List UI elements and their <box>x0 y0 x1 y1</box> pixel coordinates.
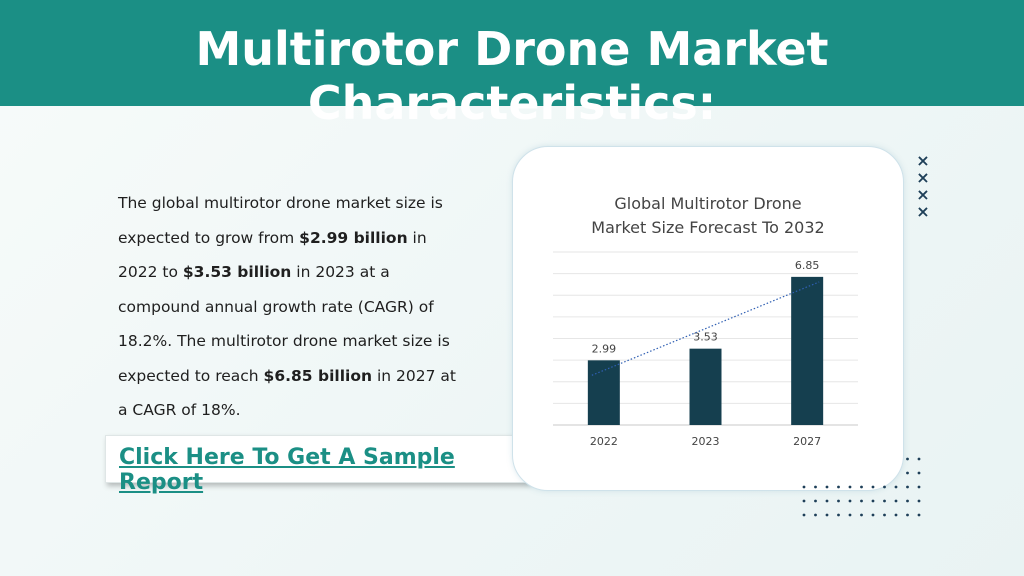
body-text-segment: in 2023 at a compound annual growth rate… <box>118 263 450 385</box>
chart-card <box>512 146 904 491</box>
dot <box>860 513 863 517</box>
cross-icon: × <box>916 202 929 220</box>
body-text-segment: The global multirotor drone market size … <box>118 194 443 247</box>
dot <box>814 513 817 517</box>
data-label-2022: 2.99 <box>592 342 617 355</box>
dot <box>906 513 909 517</box>
trendline <box>591 281 820 376</box>
dot <box>906 485 909 489</box>
sample-report-button[interactable]: Click Here To Get A Sample Report <box>105 435 529 495</box>
market-description: The global multirotor drone market size … <box>118 186 468 428</box>
dot <box>825 499 829 503</box>
bar-2022 <box>587 360 620 425</box>
dot <box>917 513 921 517</box>
dot <box>917 457 921 461</box>
dot <box>860 485 863 489</box>
dot <box>871 499 875 503</box>
dot <box>814 485 817 489</box>
dot <box>871 513 875 517</box>
bar-2027 <box>791 276 824 425</box>
dot <box>906 499 909 503</box>
x-tick-label-2027: 2027 <box>793 435 821 448</box>
dot <box>802 513 806 517</box>
dot <box>848 513 852 517</box>
dot <box>860 499 863 503</box>
header-bar: Multirotor Drone Market Characteristics: <box>0 0 1024 130</box>
dot <box>848 485 852 489</box>
x-tick-label-2023: 2023 <box>692 435 720 448</box>
cross-icon: × <box>916 168 929 187</box>
dot <box>802 499 806 503</box>
dot <box>883 499 886 503</box>
dot <box>814 499 817 503</box>
dot <box>883 513 886 517</box>
dot <box>906 471 909 475</box>
chart-title-line-1: Global Multirotor Drone <box>614 194 802 213</box>
dot <box>837 513 840 517</box>
sample-report-link[interactable]: Click Here To Get A Sample Report <box>119 445 455 495</box>
highlight-value: $3.53 billion <box>182 263 292 281</box>
cross-icon: × <box>916 154 929 170</box>
dot <box>894 513 898 517</box>
dot <box>825 513 829 517</box>
x-tick-label-2022: 2022 <box>590 435 618 448</box>
cross-pattern-decoration: ×××× <box>916 154 929 220</box>
data-label-2023: 3.53 <box>693 331 718 344</box>
dot <box>906 457 909 461</box>
dot <box>871 485 875 489</box>
dot <box>917 471 921 475</box>
bar-2023 <box>689 348 722 425</box>
cross-icon: × <box>916 185 929 204</box>
chart-title: Global Multirotor Drone Market Size Fore… <box>512 192 904 240</box>
dot <box>883 485 886 489</box>
chart-title-line-2: Market Size Forecast To 2032 <box>591 218 825 237</box>
dot <box>894 499 898 503</box>
dot <box>894 485 898 489</box>
dot <box>837 485 840 489</box>
highlight-value: $6.85 billion <box>263 366 373 385</box>
dot <box>848 499 852 503</box>
dot <box>917 485 921 489</box>
bar-chart: 2.99 2022 3.53 2023 6.85 2027 <box>553 251 858 448</box>
data-label-2027: 6.85 <box>795 259 820 272</box>
body-text-segment: in 2027 at a CAGR of 18%. <box>118 366 456 420</box>
dot-grid-decoration <box>802 457 921 517</box>
body-text-segment: in 2022 to <box>118 228 427 282</box>
dot <box>802 485 806 489</box>
dot <box>917 499 921 503</box>
dot <box>837 499 840 503</box>
highlight-value: $2.99 billion <box>299 228 408 247</box>
page-title: Multirotor Drone Market Characteristics: <box>195 22 829 130</box>
dot <box>825 485 829 489</box>
